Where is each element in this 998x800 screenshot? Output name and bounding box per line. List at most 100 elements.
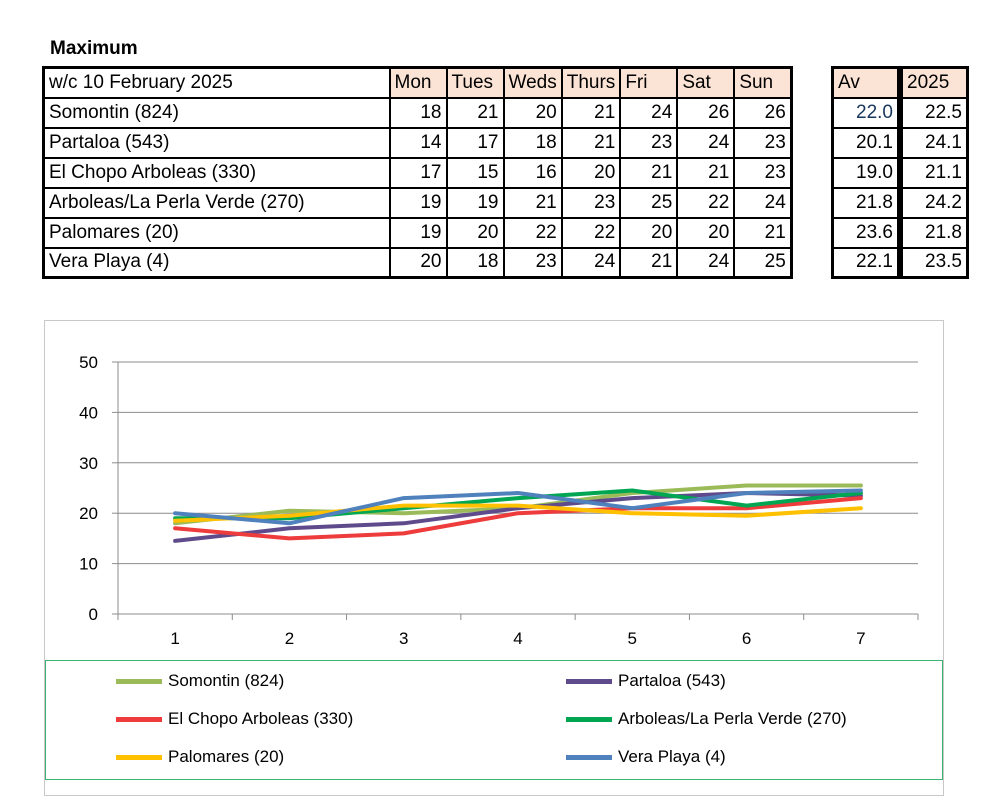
y-tick-label: 50 [79,353,98,372]
temperature-cell: 19 [445,186,505,219]
table-row: Palomares (20) 19 20 22 22 20 20 21 [42,216,793,249]
table-row: El Chopo Arboleas (330) 17 15 16 20 21 21 23 [42,156,793,189]
y-tick-label: 40 [79,403,98,422]
year-value-cell: 22.5 [900,96,969,129]
legend-item: Palomares (20) [116,747,284,767]
temperature-cell: 24 [619,96,679,129]
legend-item: Partaloa (543) [566,671,726,691]
x-tick-label: 4 [513,629,522,648]
y-tick-label: 30 [79,454,98,473]
temperature-cell: 15 [445,156,505,189]
temperature-cell: 21 [445,96,505,129]
x-tick-label: 7 [856,629,865,648]
legend-item: Somontin (824) [116,671,284,691]
legend-item: Vera Playa (4) [566,747,726,767]
temperature-cell: 22 [560,216,622,249]
legend-item: Arboleas/La Perla Verde (270) [566,709,847,729]
temperature-cell: 22 [502,216,563,249]
temperature-cell: 21 [560,126,622,159]
series-line [173,503,863,523]
temperature-cell: 21 [619,246,679,279]
average-cell: 21.8 [831,186,900,219]
legend-label: Arboleas/La Perla Verde (270) [618,709,847,728]
legend-label: Partaloa (543) [618,671,726,690]
year-header: 2025 [900,66,969,99]
average-cell: 22.0 [831,96,900,129]
y-tick-label: 20 [79,504,98,523]
temperature-cell: 23 [560,186,622,219]
week-label: w/c 10 February 2025 [42,66,391,99]
temperature-cell: 23 [733,156,793,189]
temperature-cell: 23 [502,246,563,279]
page-title: Maximum [50,38,138,59]
temperature-cell: 19 [388,186,448,219]
temperature-cell: 21 [676,156,736,189]
temperature-cell: 20 [560,156,622,189]
temperature-cell: 24 [733,186,793,219]
chart-area: 0 10 20 30 40 50 1 2 3 4 5 6 7 [44,320,944,796]
station-name: Partaloa (543) [42,126,391,159]
temperature-cell: 17 [445,126,505,159]
temperature-cell: 26 [676,96,736,129]
average-cell: 19.0 [831,156,900,189]
av-header: Av [831,66,900,99]
table-row: Arboleas/La Perla Verde (270) 19 19 21 23 25 2… [42,186,793,219]
table-row: Somontin (824) 18 21 20 21 24 26 26 [42,96,793,129]
day-header-thurs: Thurs [560,66,622,99]
station-name: Somontin (824) [42,96,391,129]
day-header-sun: Sun [733,66,793,99]
day-header-sat: Sat [676,66,736,99]
day-header-tues: Tues [445,66,505,99]
temperature-cell: 23 [733,126,793,159]
line-chart: 0 10 20 30 40 50 1 2 3 4 5 6 7 [79,353,919,648]
station-name: Vera Playa (4) [42,246,391,279]
x-tick-label: 5 [628,629,637,648]
year-value-cell: 24.2 [900,186,969,219]
temperature-cell: 19 [388,216,448,249]
year-value-cell: 24.1 [900,126,969,159]
temperature-cell: 24 [676,246,736,279]
legend-label: El Chopo Arboleas (330) [168,709,354,728]
temperature-cell: 24 [560,246,622,279]
temperature-cell: 25 [619,186,679,219]
legend-label: Palomares (20) [168,747,285,766]
series-line [173,488,863,521]
temperature-cell: 21 [619,156,679,189]
temperature-cell: 21 [502,186,563,219]
table-header-row: w/c 10 February 2025 Mon Tues Weds Thurs… [42,66,793,99]
y-tick-label: 10 [79,555,98,574]
chart-legend: Somontin (824) Partaloa (543) El Chopo Arb… [45,660,943,780]
temperature-cell: 25 [733,246,793,279]
legend-item: El Chopo Arboleas (330) [116,709,353,729]
temperature-cell: 26 [733,96,793,129]
legend-swatch [566,678,612,684]
year-table: 2025 22.5 24.1 21.1 24.2 21.8 23.5 [900,66,969,279]
temperature-cell: 14 [388,126,448,159]
temperature-cell: 24 [676,126,736,159]
x-tick-label: 2 [285,629,294,648]
temperature-cell: 21 [733,216,793,249]
legend-swatch [566,716,612,722]
station-name: Palomares (20) [42,216,391,249]
average-cell: 23.6 [831,216,900,249]
x-tick-label: 1 [170,629,179,648]
station-name: Arboleas/La Perla Verde (270) [42,186,391,219]
temperature-cell: 16 [502,156,563,189]
temperature-cell: 18 [502,126,563,159]
average-cell: 22.1 [831,246,900,279]
max-temperature-table: w/c 10 February 2025 Mon Tues Weds Thurs… [42,66,793,279]
day-header-mon: Mon [388,66,448,99]
year-value-cell: 21.1 [900,156,969,189]
day-header-fri: Fri [619,66,679,99]
y-tick-label: 0 [89,605,98,624]
temperature-cell: 20 [502,96,563,129]
average-cell: 20.1 [831,126,900,159]
year-value-cell: 21.8 [900,216,969,249]
day-header-weds: Weds [502,66,563,99]
temperature-cell: 20 [676,216,736,249]
temperature-cell: 21 [560,96,622,129]
legend-swatch [566,754,612,760]
legend-label: Vera Playa (4) [618,747,726,766]
station-name: El Chopo Arboleas (330) [42,156,391,189]
temperature-cell: 23 [619,126,679,159]
